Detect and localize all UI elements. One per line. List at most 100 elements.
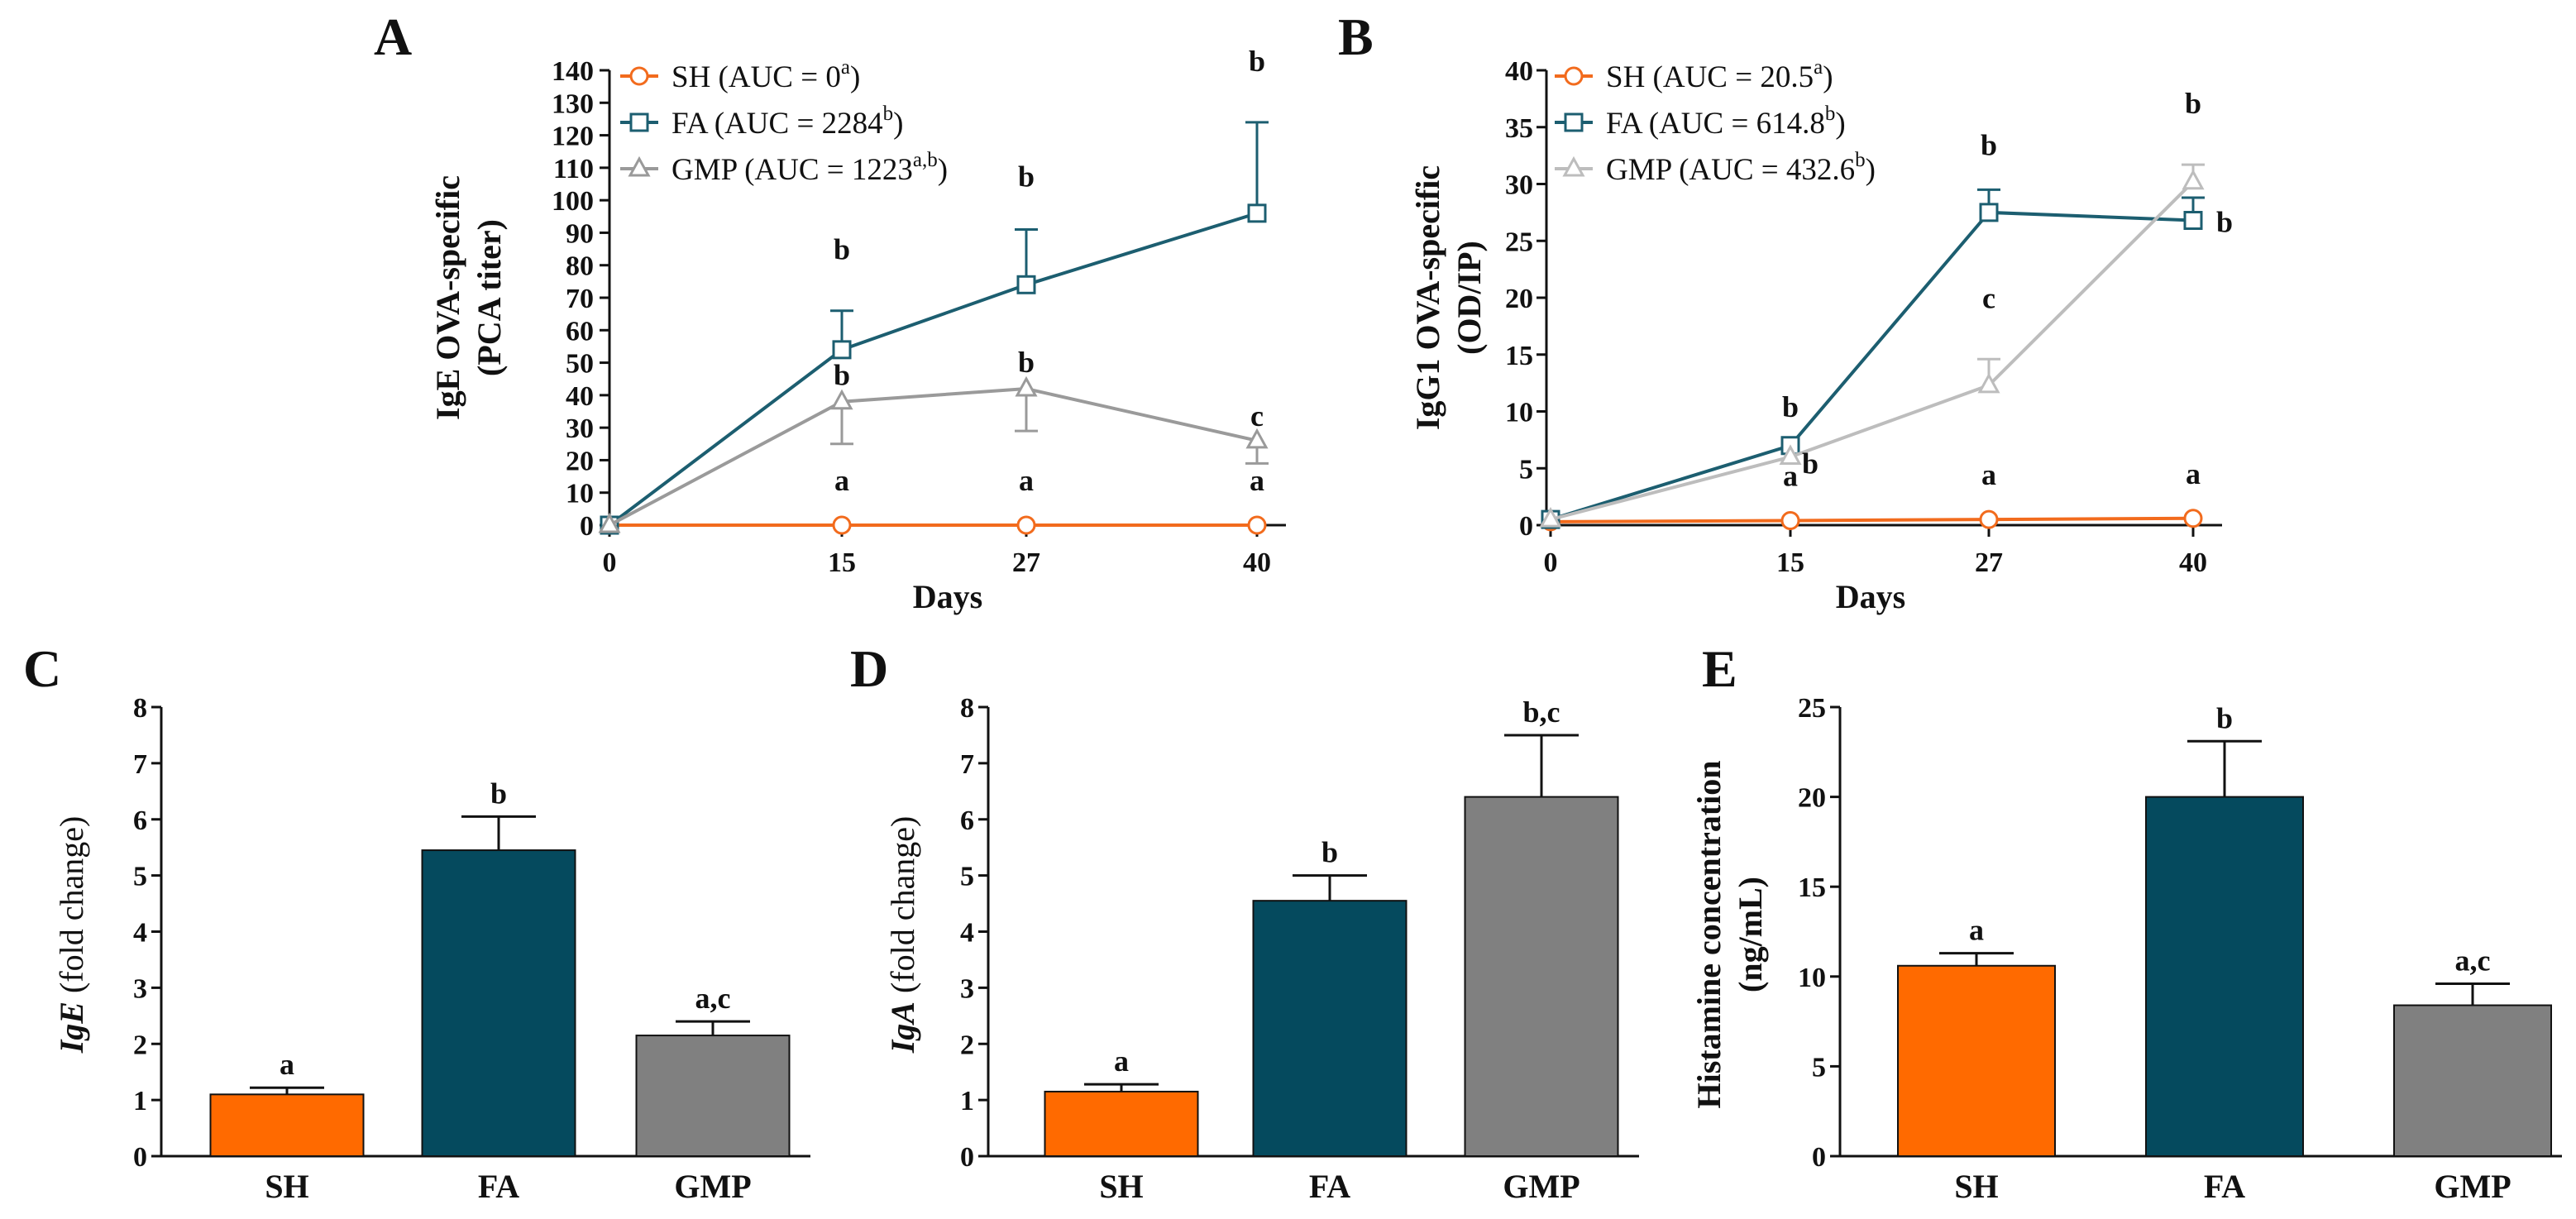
- data-point-circle: [2183, 509, 2203, 528]
- significance-letter: b: [1802, 447, 1818, 480]
- legend-label: SH (AUC = 0a): [671, 56, 860, 94]
- x-category-label: GMP: [2434, 1168, 2511, 1205]
- significance-letter: a: [280, 1048, 294, 1081]
- y-tick-label: 130: [552, 88, 594, 119]
- significance-letter: b: [834, 359, 850, 392]
- y-tick-label: 1: [133, 1086, 147, 1116]
- panel-d-igA-bar-chart: D 0 1 2 3 4 5 6 7 8 IgA (fold change) a SH b FA b,c GMP: [850, 639, 1639, 1205]
- x-axis-title: Days: [1836, 578, 1905, 615]
- panel-label: C: [23, 639, 61, 698]
- legend-label-superscript: b: [1855, 149, 1866, 171]
- x-category-label: SH: [1099, 1168, 1143, 1205]
- legend-label-text: SH (AUC = 0: [671, 60, 841, 94]
- data-point-triangle: [1977, 372, 2000, 394]
- panel-c-igE-bar-chart: C 0 1 2 3 4 5 6 7 8 IgE (fold change) a SH b FA a,c GMP: [23, 639, 810, 1205]
- y-tick-label: 25: [1505, 227, 1533, 257]
- y-axis-title-line: (OD/IP): [1450, 241, 1488, 355]
- significance-letter: a,c: [2455, 944, 2491, 977]
- legend-label-superscript: a,b: [913, 149, 938, 171]
- y-tick-label: 15: [1798, 872, 1826, 903]
- x-tick-label: 40: [2179, 547, 2207, 578]
- bar-sh: [1897, 964, 2056, 1157]
- significance-letter: b: [2185, 87, 2201, 120]
- data-point-triangle: [1779, 444, 1802, 465]
- panel-label: D: [850, 639, 888, 698]
- y-tick-label: 7: [133, 749, 147, 780]
- y-tick-label: 40: [566, 381, 594, 412]
- data-point-circle: [1780, 511, 1800, 530]
- y-tick-label: 3: [133, 973, 147, 1004]
- x-tick-label: 15: [828, 547, 856, 578]
- series-gmp: [598, 375, 1269, 533]
- bar-gmp: [635, 1035, 791, 1157]
- y-tick-label: 2: [133, 1030, 147, 1060]
- y-tick-label: 50: [566, 349, 594, 380]
- significance-letter: b,c: [1523, 696, 1560, 729]
- legend-label-text: SH (AUC = 20.5: [1606, 60, 1814, 94]
- y-tick-label: 20: [1505, 284, 1533, 314]
- y-tick-label: 8: [960, 693, 974, 724]
- legend-marker-square: [629, 112, 649, 132]
- y-tick-label: 110: [553, 154, 594, 184]
- legend-label: SH (AUC = 20.5a): [1606, 56, 1833, 94]
- legend-label-close: ): [1835, 107, 1845, 141]
- data-point-square: [1016, 275, 1036, 294]
- significance-letter: b: [1782, 390, 1799, 423]
- legend-label: GMP (AUC = 432.6b): [1606, 149, 1876, 187]
- y-tick-label: 30: [1505, 170, 1533, 201]
- x-tick-label: 0: [1544, 547, 1558, 578]
- data-point-triangle: [2182, 169, 2205, 190]
- y-tick-label: 0: [1519, 511, 1533, 542]
- y-axis-title-gene: IgA: [884, 1001, 921, 1054]
- panel-label: A: [374, 7, 412, 66]
- y-tick-label: 4: [960, 918, 974, 949]
- significance-letter: a: [834, 464, 849, 497]
- y-axis-title-line: IgE OVA-specific: [429, 175, 466, 420]
- legend-label-text: FA (AUC = 614.8: [1606, 107, 1825, 141]
- series-line-fa: [608, 211, 1258, 527]
- series-fa: [1541, 188, 2205, 529]
- y-tick-label: 8: [133, 693, 147, 724]
- y-tick-label: 70: [566, 284, 594, 314]
- y-tick-label: 25: [1798, 693, 1826, 724]
- data-point-triangle: [1539, 507, 1562, 528]
- significance-letter: b: [1018, 160, 1035, 194]
- y-tick-label: 0: [960, 1142, 974, 1173]
- legend-marker-circle: [1564, 66, 1584, 86]
- bar-fa: [421, 849, 576, 1158]
- legend-label-close: ): [850, 60, 860, 94]
- y-tick-label: 20: [566, 446, 594, 476]
- series-line-fa: [1550, 210, 2194, 522]
- x-category-label: GMP: [674, 1168, 751, 1205]
- x-category-label: SH: [1954, 1168, 1998, 1205]
- y-tick-label: 10: [1798, 963, 1826, 993]
- significance-letter: b: [2216, 206, 2233, 239]
- significance-letter: b: [834, 233, 850, 266]
- series-line-gmp: [609, 386, 1258, 527]
- bar-sh: [1044, 1090, 1199, 1157]
- significance-letter: b: [1018, 346, 1035, 379]
- y-axis-title: IgE (fold change): [53, 816, 90, 1054]
- data-point-circle: [1979, 509, 1999, 529]
- y-tick-label: 0: [1812, 1142, 1826, 1173]
- series-line-sh: [1550, 516, 2194, 523]
- y-tick-label: 90: [566, 218, 594, 249]
- y-tick-label: 60: [566, 316, 594, 347]
- y-axis-title: IgE OVA-specific (PCA titer): [429, 175, 508, 420]
- data-point-circle: [832, 515, 852, 535]
- legend-label-superscript: b: [1825, 103, 1836, 125]
- x-category-label: FA: [1309, 1168, 1350, 1205]
- bar-fa: [1252, 900, 1407, 1157]
- significance-letter: b: [1321, 836, 1338, 869]
- significance-letter: a: [1250, 464, 1264, 497]
- y-axis-title: IgA (fold change): [884, 816, 921, 1054]
- y-tick-label: 140: [552, 56, 594, 87]
- legend-marker-circle: [629, 66, 649, 86]
- y-tick-label: 1: [960, 1086, 974, 1116]
- data-point-triangle: [830, 389, 853, 410]
- y-tick-label: 5: [1519, 454, 1533, 485]
- bar-fa: [2145, 796, 2304, 1157]
- legend-marker-triangle: [628, 155, 651, 177]
- x-tick-label: 27: [1012, 547, 1040, 578]
